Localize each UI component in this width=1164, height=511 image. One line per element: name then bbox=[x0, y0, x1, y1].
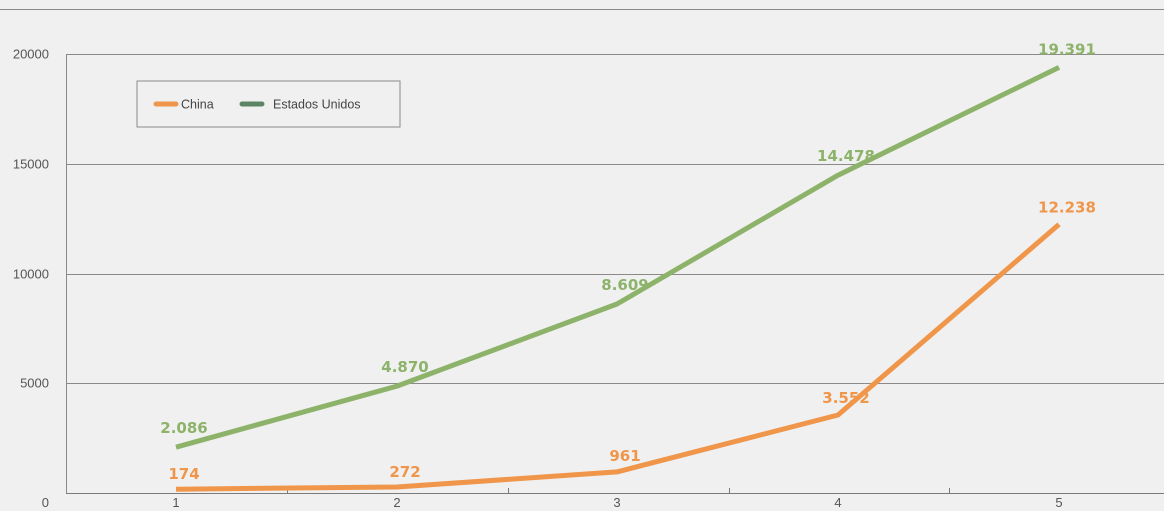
y-tick-label-0: 0 bbox=[42, 495, 49, 510]
legend: China Estados Unidos bbox=[136, 80, 401, 128]
data-label-estados-unidos-4: 14.478 bbox=[817, 147, 875, 165]
x-tick-label-2: 2 bbox=[393, 495, 400, 510]
grid-lines bbox=[0, 9, 1164, 493]
y-tick-label-15000: 15000 bbox=[13, 157, 49, 172]
data-label-estados-unidos-3: 8.609 bbox=[601, 276, 648, 294]
y-tick-label-20000: 20000 bbox=[13, 47, 49, 62]
data-label-china-5: 12.238 bbox=[1038, 198, 1096, 216]
x-tick-label-1: 1 bbox=[172, 495, 179, 510]
data-labels: 174 272 961 3.552 12.238 2.086 4.870 8.609 14.47… bbox=[160, 40, 1096, 483]
data-label-estados-unidos-2: 4.870 bbox=[381, 358, 428, 376]
x-tick-label-5: 5 bbox=[1055, 495, 1062, 510]
x-axis bbox=[66, 488, 1164, 494]
data-label-china-2: 272 bbox=[389, 463, 420, 481]
y-tick-label-10000: 10000 bbox=[13, 267, 49, 282]
series-lines bbox=[175, 65, 1061, 492]
y-axis-tick-labels: 0 5000 10000 15000 20000 bbox=[13, 47, 49, 511]
legend-label-china: China bbox=[181, 98, 214, 112]
x-axis-tick-labels: 1 2 3 4 5 bbox=[172, 495, 1062, 510]
data-label-china-3: 961 bbox=[609, 447, 640, 465]
legend-label-estados-unidos: Estados Unidos bbox=[273, 98, 361, 112]
y-tick-label-5000: 5000 bbox=[20, 376, 49, 391]
x-tick-label-3: 3 bbox=[613, 495, 620, 510]
x-tick-label-4: 4 bbox=[834, 495, 841, 510]
data-label-estados-unidos-5: 19.391 bbox=[1038, 40, 1096, 58]
legend-box bbox=[136, 80, 401, 128]
data-label-china-4: 3.552 bbox=[822, 389, 869, 407]
data-label-estados-unidos-1: 2.086 bbox=[160, 419, 207, 437]
series-line-china bbox=[175, 222, 1061, 492]
data-label-china-1: 174 bbox=[168, 465, 199, 483]
series-line-estados-unidos bbox=[175, 65, 1061, 450]
